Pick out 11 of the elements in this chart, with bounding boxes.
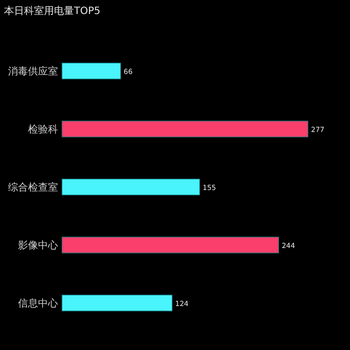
bar [62, 62, 121, 80]
bar [62, 294, 172, 312]
y-tick-label: 综合检查室 [8, 182, 58, 194]
chart-title: 本日科室用电量TOP5 [4, 5, 100, 17]
y-tick-label: 信息中心 [18, 298, 58, 310]
bar [62, 236, 279, 254]
y-tick-label: 检验科 [28, 124, 58, 136]
y-tick-label: 消毒供应室 [8, 66, 58, 78]
bar [62, 120, 308, 138]
y-tick-label: 影像中心 [18, 240, 58, 252]
bar [62, 178, 200, 196]
